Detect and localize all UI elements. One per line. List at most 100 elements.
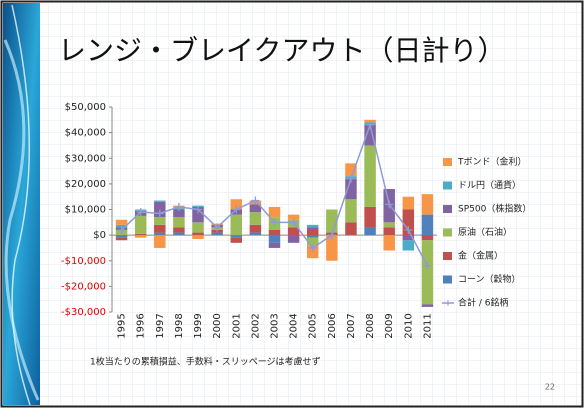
decoration-curve	[11, 4, 31, 406]
bar-segment	[345, 222, 357, 236]
bar-segment	[421, 304, 434, 307]
decoration	[3, 3, 40, 405]
bar-segment	[287, 235, 300, 243]
bar-segment	[383, 227, 395, 236]
bar-segment	[268, 206, 281, 218]
chart: -$30,000 -$20,000 -$10,000 $0 $10,000 $20,000…	[61, 102, 531, 339]
bar-segment	[192, 206, 204, 223]
bar-segment	[326, 209, 338, 233]
title: レンジ・ブレイクアウト（日計り）	[58, 34, 505, 67]
bar-segment	[421, 235, 434, 241]
page-number: 22	[545, 383, 555, 392]
bar-segment	[307, 227, 319, 230]
line-marker	[213, 223, 222, 232]
bar-segment	[402, 240, 415, 251]
bar-segment	[115, 237, 128, 241]
bar-segment	[421, 240, 434, 305]
bar-segment	[115, 219, 128, 225]
grid-paper	[40, 3, 581, 405]
bar-segment	[192, 235, 204, 239]
y-tick-label: $20,000	[65, 179, 106, 190]
bar-segment	[154, 235, 166, 248]
bar-segment	[134, 215, 147, 234]
bar-segment	[154, 200, 166, 202]
bar-segment	[326, 235, 338, 261]
bar-segment	[249, 232, 262, 236]
legend-swatch	[443, 158, 452, 166]
legend-swatch	[443, 181, 452, 190]
line-marker	[308, 243, 317, 252]
bar-segment	[364, 124, 376, 146]
bar-segment	[230, 214, 242, 236]
bar-segment	[421, 194, 434, 215]
legend-swatch	[443, 228, 452, 237]
bar-segment	[287, 227, 300, 236]
bar-segment	[268, 242, 281, 248]
legend-swatch	[443, 275, 452, 284]
x-tick-label: 2004	[289, 313, 300, 338]
bar-segment	[249, 212, 262, 225]
y-tick-label: $50,000	[65, 102, 106, 113]
bar-segment	[249, 204, 262, 213]
x-tick-label: 2010	[403, 313, 414, 338]
bar-segment	[307, 237, 319, 246]
y-tick-label: -$10,000	[61, 256, 106, 267]
x-tick-label: 1995	[117, 313, 128, 338]
bar-segment	[134, 235, 147, 238]
bar-segment	[173, 217, 185, 228]
bar-segment	[173, 232, 185, 236]
bar-segment	[402, 235, 415, 241]
line-marker	[174, 202, 183, 211]
line-marker	[327, 231, 336, 240]
legend-swatch	[443, 205, 452, 213]
x-tick-label: 2001	[231, 313, 242, 338]
x-tick-label: 1999	[193, 313, 204, 338]
x-tick-label: 2002	[250, 313, 261, 338]
bar-segment	[402, 209, 415, 236]
bar-segment	[402, 196, 415, 210]
x-tick-label: 2008	[365, 313, 376, 338]
bar-segment	[345, 199, 357, 223]
bar-segment	[268, 235, 281, 243]
legend-label: Tボンド（金利）	[457, 156, 527, 168]
x-tick-label: 1996	[136, 313, 147, 338]
bar-segment	[115, 235, 128, 238]
footnote: 1枚当たりの累積損益、手数料・スリッページは考慮せず	[90, 356, 321, 368]
line-marker	[366, 120, 375, 129]
bar-segment	[134, 233, 147, 236]
line-marker	[270, 218, 279, 227]
line-marker	[117, 226, 126, 234]
bar-segment	[211, 232, 223, 236]
bar-segment	[345, 178, 357, 200]
legend-marker	[445, 300, 451, 306]
legend-label: 金（金属）	[458, 250, 503, 262]
y-tick-label: $30,000	[65, 153, 106, 164]
legend-label: ドル円（通貨）	[458, 179, 521, 191]
bar-segment	[192, 232, 204, 236]
legend-label: 原油（石油）	[458, 226, 512, 238]
x-tick-label: 2007	[346, 313, 357, 338]
bar-segment	[307, 224, 319, 228]
bar-segment	[383, 235, 395, 251]
line-marker	[251, 196, 260, 205]
x-tick-label: 2011	[422, 313, 433, 338]
bar-segment	[230, 235, 242, 238]
bar-segment	[287, 214, 300, 220]
bar-segment	[230, 199, 242, 210]
y-tick-label: -$30,000	[61, 307, 106, 318]
x-tick-label: 1997	[155, 313, 166, 338]
bar-segment	[154, 224, 166, 233]
line-marker	[404, 226, 413, 234]
x-tick-label: 2000	[212, 313, 223, 338]
bar-segment	[173, 227, 185, 233]
legend-label: SP500（株指数）	[458, 203, 531, 215]
line-marker	[194, 205, 203, 214]
bar-segment	[249, 224, 262, 233]
bar-segment	[154, 232, 166, 236]
line-marker	[423, 261, 432, 270]
decoration-curve	[3, 39, 40, 401]
bar-segment	[364, 206, 376, 228]
bar-segment	[154, 217, 166, 225]
line-marker	[136, 208, 145, 217]
